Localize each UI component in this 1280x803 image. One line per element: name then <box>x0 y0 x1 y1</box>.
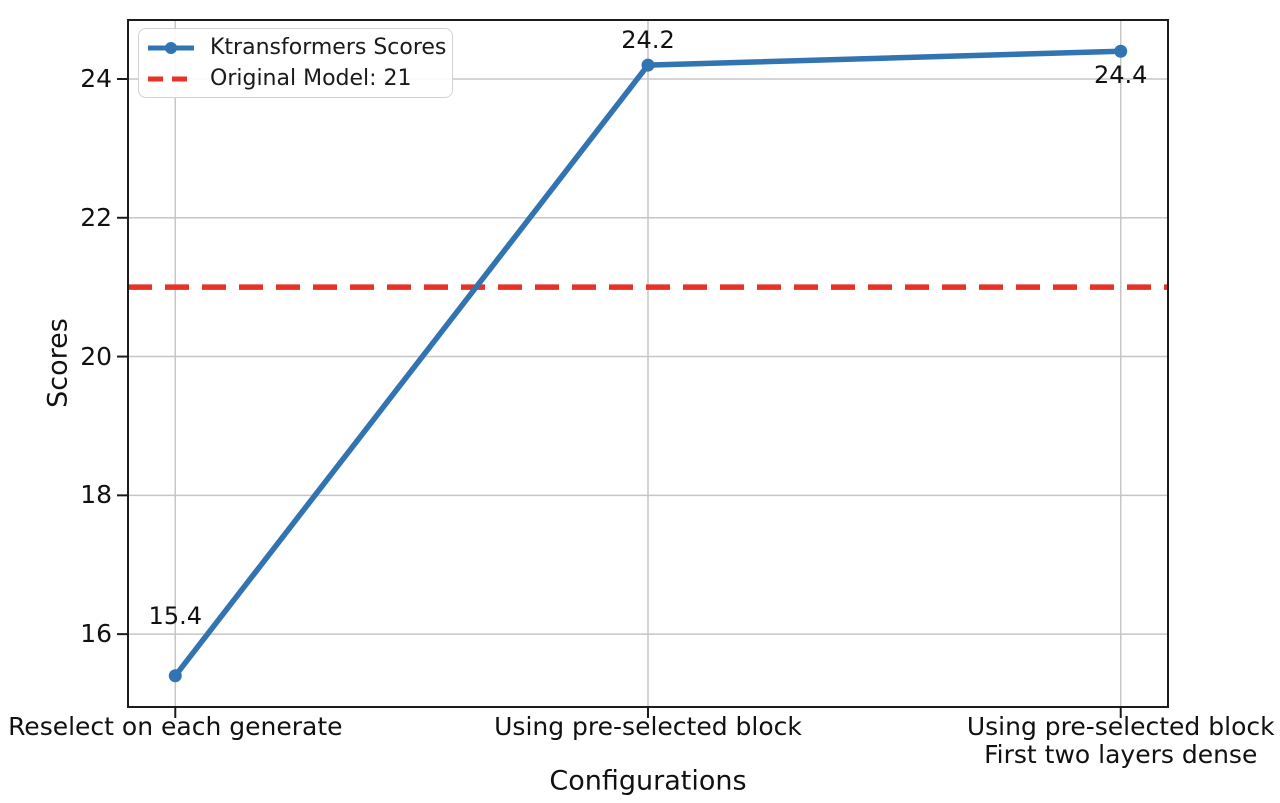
series-line-sample-icon <box>148 41 194 54</box>
y-tick-label: 20 <box>80 341 112 371</box>
reference-dashed-sample-icon <box>148 76 194 81</box>
x-tick-label: Using pre-selected block First two layers… <box>861 713 1280 769</box>
x-tick-label-line: Using pre-selected block <box>966 712 1275 741</box>
point-value-label: 24.2 <box>621 26 675 55</box>
x-tick-label: Using pre-selected block <box>388 713 908 741</box>
y-tick-label: 24 <box>80 63 112 93</box>
point-value-label: 15.4 <box>148 601 202 630</box>
point-value-label: 24.4 <box>1094 61 1148 90</box>
legend-item-series: Ktransformers Scores <box>147 34 446 62</box>
axis-spine <box>127 19 1169 708</box>
x-tick-label: Reselect on each generate <box>0 713 435 741</box>
series-marker <box>168 669 182 683</box>
y-tick-label: 22 <box>80 202 112 232</box>
x-tick-label-line: First two layers dense <box>984 740 1258 769</box>
legend-label-reference: Original Model: 21 <box>210 65 412 91</box>
legend: Ktransformers Scores Original Model: 21 <box>138 28 453 98</box>
x-tick-label-line: Using pre-selected block <box>494 712 802 741</box>
series-marker <box>1114 44 1128 58</box>
y-tick-label: 16 <box>80 619 112 649</box>
x-tick-label-line: Reselect on each generate <box>8 712 343 741</box>
y-tick-label: 18 <box>80 480 112 510</box>
legend-label-series: Ktransformers Scores <box>210 34 447 60</box>
x-axis-label: Configurations <box>549 765 747 797</box>
legend-item-reference: Original Model: 21 <box>147 65 442 93</box>
series-marker <box>641 58 655 72</box>
